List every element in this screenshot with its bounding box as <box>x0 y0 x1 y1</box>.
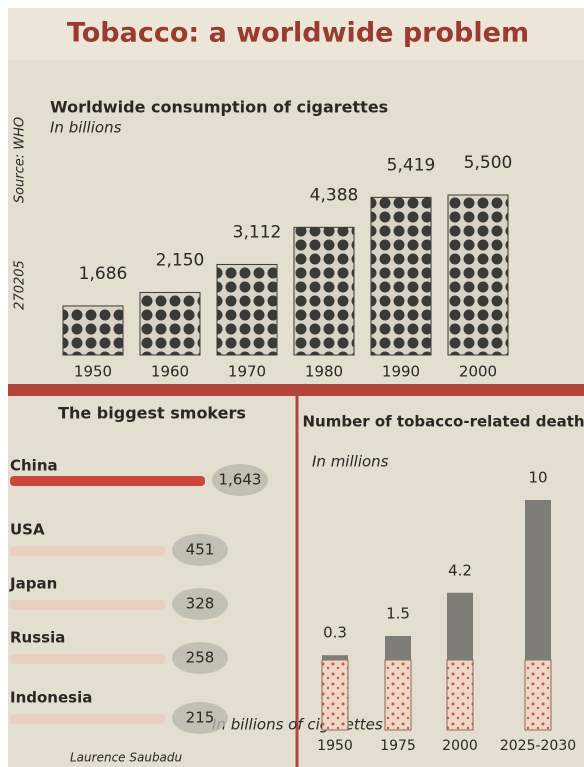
x-tick-label: 1975 <box>380 738 416 754</box>
chart-title: The biggest smokers <box>58 404 246 423</box>
category-label: Indonesia <box>10 689 92 707</box>
cigarette-bundle <box>447 194 509 356</box>
arm <box>10 654 165 664</box>
value-label: 2,150 <box>156 250 205 270</box>
cigarette-filter <box>321 659 349 731</box>
x-tick-label: 1950 <box>317 738 353 754</box>
cigarette-filter <box>524 659 552 731</box>
category-label: USA <box>10 521 45 539</box>
value-label: 5,500 <box>464 153 513 173</box>
smoke-bubble <box>172 534 228 566</box>
value-label: 1.5 <box>386 605 410 623</box>
chart-title: Number of tobacco-related deaths <box>302 413 584 431</box>
value-label: 328 <box>186 595 215 613</box>
cigarette-filter <box>384 659 412 731</box>
arm <box>10 476 205 486</box>
value-label: 451 <box>186 541 215 559</box>
x-tick-label: 1980 <box>305 363 343 381</box>
category-label: China <box>10 457 58 475</box>
arm <box>10 714 165 724</box>
cigarette-filter <box>446 659 474 731</box>
smoke-bubble <box>172 702 228 734</box>
x-tick-label: 1990 <box>382 363 420 381</box>
value-label: 1,686 <box>79 264 128 284</box>
value-label: 258 <box>186 649 215 667</box>
cigarette-bundle <box>370 196 432 356</box>
x-tick-label: 2000 <box>459 363 497 381</box>
value-label: 0.3 <box>323 624 347 642</box>
value-label: 5,419 <box>387 155 436 175</box>
arm <box>10 600 165 610</box>
x-tick-label: 2000 <box>442 738 478 754</box>
value-label: 1,643 <box>219 471 262 489</box>
x-tick-label: 2025-2030 <box>500 738 576 754</box>
cigarette-bundle <box>216 263 278 356</box>
cigarette-bundle <box>62 305 124 356</box>
title-band <box>8 8 584 60</box>
value-label: 10 <box>528 469 547 487</box>
cigarette-bundle <box>293 226 355 356</box>
smoke-column <box>385 636 411 660</box>
x-tick-label: 1950 <box>74 363 112 381</box>
code: 270205 <box>13 260 28 310</box>
category-label: Russia <box>10 629 65 647</box>
x-tick-label: 1970 <box>228 363 266 381</box>
smoke-bubble <box>172 642 228 674</box>
cigarette-bundle <box>139 291 201 356</box>
value-label: 4.2 <box>448 561 472 579</box>
divider <box>8 384 584 396</box>
value-label: 4,388 <box>310 185 359 205</box>
smoke-bubble <box>212 464 268 496</box>
smoke-column <box>525 500 551 660</box>
value-label: 3,112 <box>233 222 282 242</box>
page-title: Tobacco: a worldwide problem <box>67 18 529 49</box>
chart-title: Worldwide consumption of cigarettes <box>50 98 388 117</box>
smoke-column <box>447 592 473 660</box>
note: In billions of cigarettes <box>212 716 383 734</box>
value-label: 215 <box>186 709 215 727</box>
chart-subtitle: In billions <box>50 119 122 137</box>
chart-subtitle: In millions <box>312 453 389 471</box>
smoke-column <box>322 655 348 660</box>
smoke-bubble <box>172 588 228 620</box>
credit: Laurence Saubadu <box>70 751 183 765</box>
arm <box>10 546 165 556</box>
category-label: Japan <box>9 575 57 593</box>
x-tick-label: 1960 <box>151 363 189 381</box>
source: Source: WHO <box>13 117 28 203</box>
